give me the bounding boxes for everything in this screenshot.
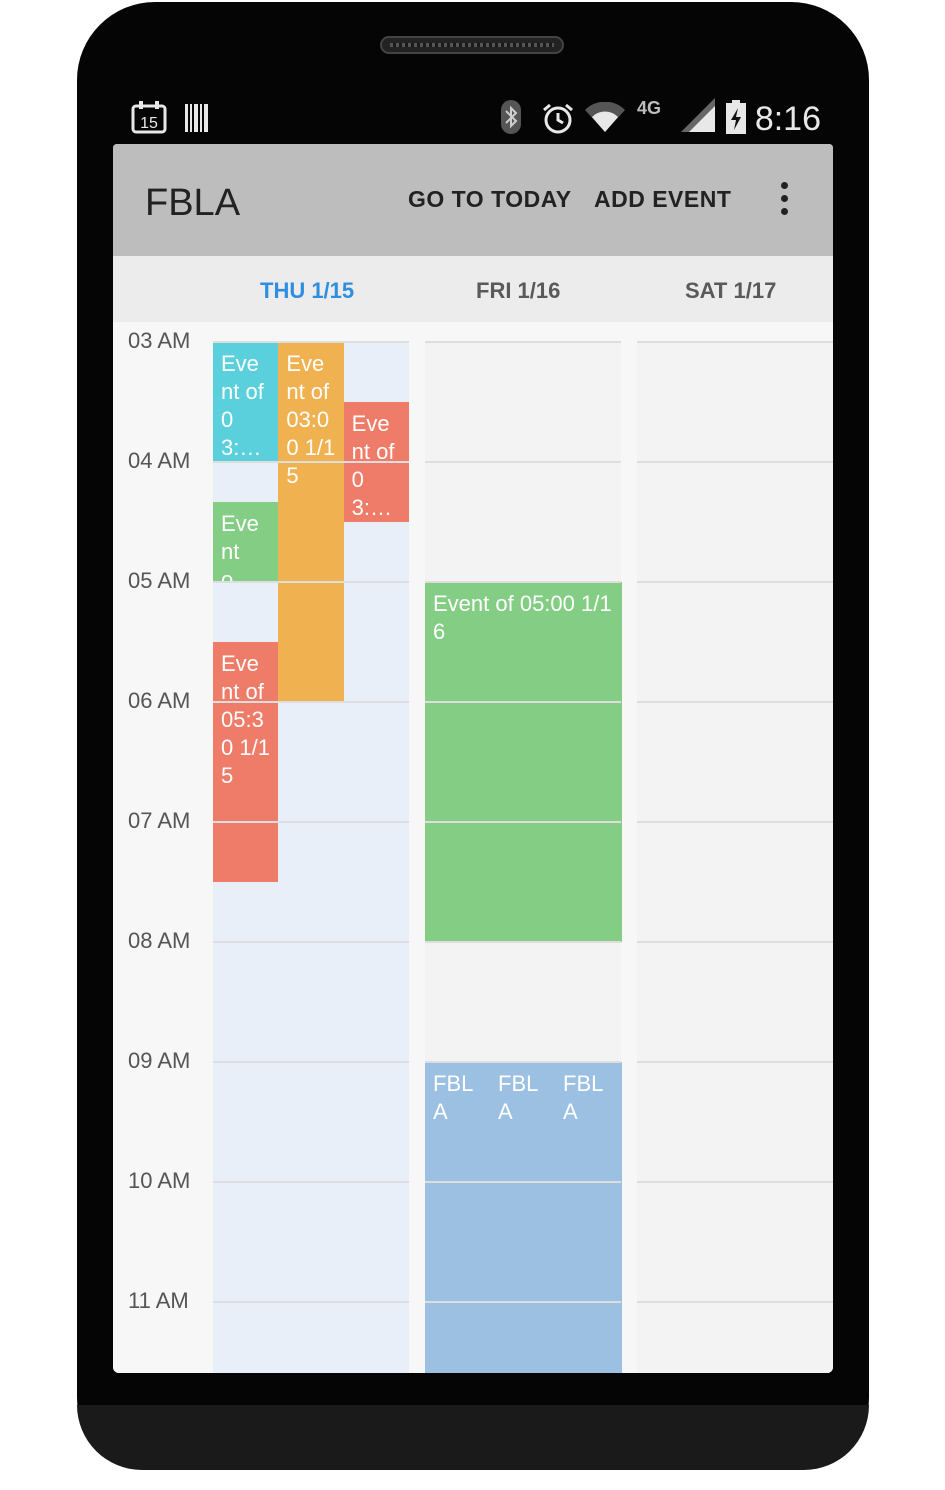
hour-gridline [425, 821, 621, 823]
status-bar: 15 4G 8:16 [113, 90, 833, 144]
app-screen: FBLA GO TO TODAY ADD EVENT THU 1/15 FRI … [113, 144, 833, 1373]
day-column-sat[interactable] [637, 342, 833, 1373]
go-to-today-button[interactable]: GO TO TODAY [408, 186, 572, 212]
hour-gridline [425, 341, 621, 343]
calendar-notification-icon: 15 [131, 100, 167, 134]
hour-gridline [637, 821, 833, 823]
hour-gridline [637, 581, 833, 583]
hour-gridline [637, 1301, 833, 1303]
hour-gridline [213, 941, 409, 943]
hour-gridline [637, 341, 833, 343]
hour-gridline [637, 701, 833, 703]
hour-gridline [425, 1181, 621, 1183]
app-title: FBLA [145, 182, 241, 224]
hour-label: 06 AM [128, 688, 191, 713]
hour-label: 03 AM [128, 328, 191, 353]
hour-gridline [213, 821, 409, 823]
phone-chin [77, 1405, 869, 1470]
barcode-notification-icon [185, 104, 209, 137]
network-type-label: 4G [637, 98, 662, 118]
hour-label: 11 AM [128, 1288, 189, 1313]
hour-gridline [213, 581, 409, 583]
day-header-sat[interactable]: SAT 1/17 [685, 278, 777, 303]
day-header-row: THU 1/15 FRI 1/16 SAT 1/17 [113, 256, 833, 322]
hour-gridline [425, 941, 621, 943]
week-grid[interactable]: Eve nt of 03:… Eve nt of 03:0 0 1/1 5 Eve … [113, 322, 833, 1373]
hour-label: 07 AM [128, 808, 191, 833]
hour-gridline [425, 1301, 621, 1303]
bluetooth-icon [499, 100, 523, 139]
wifi-icon [585, 101, 625, 137]
day-header-thu[interactable]: THU 1/15 [260, 278, 355, 303]
battery-charging-icon [725, 100, 747, 139]
hour-gridline [637, 1061, 833, 1063]
hour-label: 10 AM [128, 1168, 191, 1193]
hour-gridline [213, 1181, 409, 1183]
hour-gridline [213, 701, 409, 703]
hour-gridline [213, 341, 409, 343]
event-title-fragment: FBL A [433, 1071, 473, 1124]
signal-4g-icon: 4G [637, 98, 717, 134]
calendar-event[interactable]: Event of 05:00 1/16 [425, 582, 622, 942]
hour-gridline [425, 461, 621, 463]
calendar-event[interactable]: Eve nt of 03:0 0 1/1 5 [278, 342, 344, 702]
add-event-button[interactable]: ADD EVENT [594, 186, 732, 212]
hour-gridline [213, 461, 409, 463]
day-column-fri[interactable]: Event of 05:00 1/16 FBL A FBL A FBL A [425, 342, 622, 1373]
calendar-event[interactable]: Eve nt of 05:3 0 1/1 5 [213, 642, 279, 882]
day-header-fri[interactable]: FRI 1/16 [476, 278, 561, 303]
clock-time: 8:16 [754, 100, 821, 138]
hour-gridline [425, 581, 621, 583]
day-column-thu[interactable]: Eve nt of 03:… Eve nt of 03:0 0 1/1 5 Eve … [213, 342, 409, 1373]
app-bar: FBLA GO TO TODAY ADD EVENT [113, 144, 833, 256]
calendar-event[interactable]: Eve nt o… [213, 501, 279, 582]
hour-gridline [637, 1181, 833, 1183]
hour-label: 05 AM [128, 568, 191, 593]
hour-label: 04 AM [128, 448, 191, 473]
hour-label: 08 AM [128, 928, 191, 953]
hour-gridline [425, 1061, 621, 1063]
calendar-event[interactable]: FBL A FBL A FBL A [425, 1062, 622, 1373]
hour-gridline [637, 941, 833, 943]
calendar-badge-text: 15 [140, 115, 158, 132]
earpiece-speaker [380, 36, 564, 54]
hour-gridline [213, 1301, 409, 1303]
hour-label: 09 AM [128, 1048, 191, 1073]
calendar-event[interactable]: Eve nt of 03:… [213, 342, 279, 462]
more-vert-icon[interactable] [777, 182, 791, 218]
alarm-icon [541, 102, 575, 139]
hour-gridline [637, 461, 833, 463]
event-title-fragment: FBL A [498, 1071, 538, 1124]
hour-gridline [425, 701, 621, 703]
event-title-fragment: FBL A [563, 1071, 603, 1124]
hour-gridline [213, 1061, 409, 1063]
